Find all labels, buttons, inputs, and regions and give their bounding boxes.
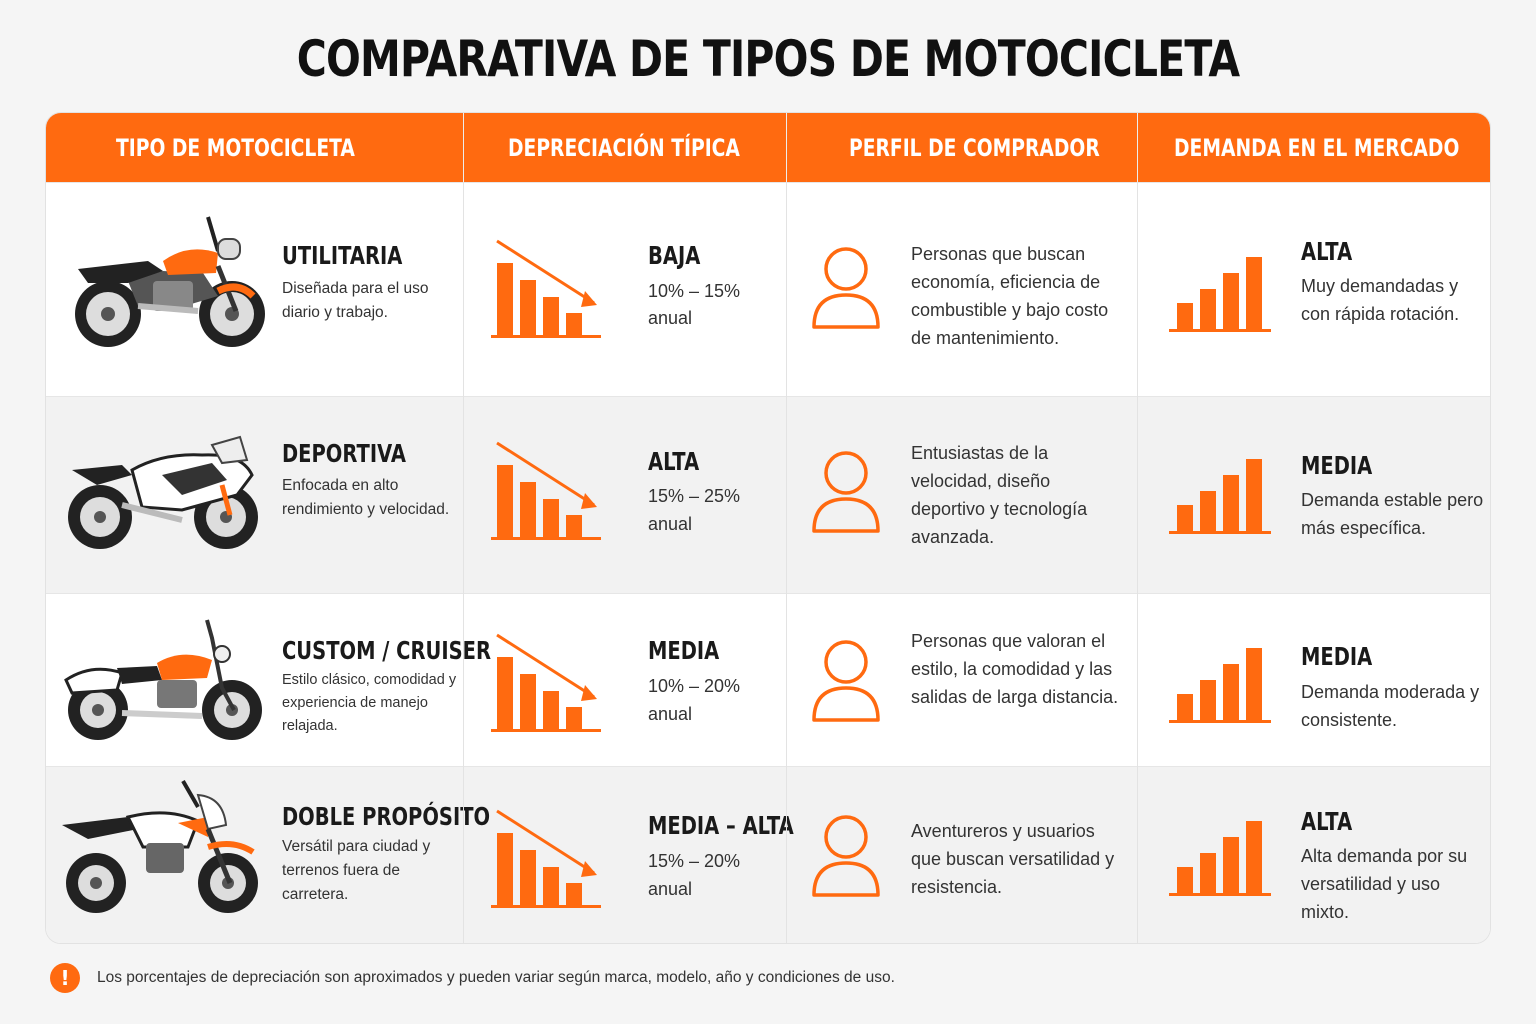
demand-bars-icon: [1169, 257, 1271, 332]
warning-icon: !: [50, 963, 80, 993]
depreciation-range: 10% – 20%: [648, 676, 741, 696]
type-description: Versátil para ciudad y terrenos fuera de…: [282, 838, 431, 903]
depreciation-range: 10% – 15%: [648, 281, 741, 301]
sport-motorcycle-icon: [68, 435, 258, 549]
header-depreciation: DEPRECIACIÓN TÍPICA: [508, 133, 740, 162]
buyer-profile: Aventureros y usuarios que buscan versat…: [911, 821, 1115, 897]
type-name: CUSTOM / CRUISER: [282, 636, 491, 665]
depreciation-chart-icon: [491, 239, 601, 338]
type-name: DOBLE PROPÓSITO: [282, 802, 491, 831]
demand-level: ALTA: [1301, 807, 1353, 836]
depreciation-unit: anual: [648, 704, 693, 724]
demand-description: Demanda moderada y consistente.: [1301, 682, 1480, 730]
page-title: COMPARATIVA DE TIPOS DE MOTOCICLETA: [296, 30, 1240, 88]
type-name: UTILITARIA: [282, 241, 403, 270]
demand-level: MEDIA: [1301, 642, 1373, 671]
buyer-profile: Personas que buscan economía, eficiencia…: [911, 244, 1109, 348]
demand-level: ALTA: [1301, 237, 1353, 266]
dual-sport-motorcycle-icon: [62, 780, 258, 913]
type-name: DEPORTIVA: [282, 439, 406, 468]
demand-bars-icon: [1169, 648, 1271, 723]
depreciation-level: BAJA: [648, 241, 701, 270]
demand-level: MEDIA: [1301, 451, 1373, 480]
depreciation-chart-icon: [491, 809, 601, 908]
header-buyer: PERFIL DE COMPRADOR: [849, 133, 1100, 162]
demand-description: Alta demanda por su versatilidad y uso m…: [1301, 846, 1468, 922]
table-header: TIPO DE MOTOCICLETA DEPRECIACIÓN TÍPICA …: [46, 113, 1490, 182]
depreciation-chart-icon: [491, 441, 601, 540]
type-description: Diseñada para el uso diario y trabajo.: [282, 280, 429, 321]
depreciation-unit: anual: [648, 514, 693, 534]
depreciation-chart-icon: [491, 633, 601, 732]
column-divider: [463, 113, 464, 943]
demand-description: Demanda estable pero más específica.: [1301, 490, 1484, 538]
cruiser-motorcycle-icon: [64, 619, 262, 740]
depreciation-level: MEDIA: [648, 636, 720, 665]
type-description: Enfocada en alto rendimiento y velocidad…: [282, 477, 450, 518]
depreciation-level: ALTA: [648, 447, 700, 476]
table-row: DOBLE PROPÓSITO Versátil para ciudad y t…: [46, 766, 1490, 943]
buyer-profile: Personas que valoran el estilo, la comod…: [911, 631, 1119, 707]
footnote: Los porcentajes de depreciación son apro…: [97, 969, 895, 986]
person-icon: [812, 815, 880, 897]
type-description: Estilo clásico, comodidad y experiencia …: [282, 672, 457, 734]
comparison-table: TIPO DE MOTOCICLETA DEPRECIACIÓN TÍPICA …: [45, 112, 1491, 944]
depreciation-unit: anual: [648, 308, 693, 328]
utility-motorcycle-icon: [75, 216, 265, 347]
person-icon: [812, 640, 880, 722]
demand-bars-icon: [1169, 821, 1271, 896]
person-icon: [812, 451, 880, 533]
demand-description: Muy demandadas y con rápida rotación.: [1301, 276, 1460, 324]
person-icon: [812, 247, 880, 329]
header-divider: [463, 113, 464, 182]
column-divider: [1137, 113, 1138, 943]
table-row: CUSTOM / CRUISER Estilo clásico, comodid…: [46, 593, 1490, 766]
depreciation-level: MEDIA – ALTA: [648, 811, 794, 840]
depreciation-range: 15% – 25%: [648, 486, 741, 506]
depreciation-unit: anual: [648, 879, 693, 899]
header-divider: [1137, 113, 1138, 182]
header-type: TIPO DE MOTOCICLETA: [116, 133, 355, 162]
table-row: UTILITARIA Diseñada para el uso diario y…: [46, 182, 1490, 396]
table-row: DEPORTIVA Enfocada en alto rendimiento y…: [46, 396, 1490, 593]
header-divider: [786, 113, 787, 182]
demand-bars-icon: [1169, 459, 1271, 534]
buyer-profile: Entusiastas de la velocidad, diseño depo…: [911, 443, 1088, 547]
depreciation-range: 15% – 20%: [648, 851, 741, 871]
header-demand: DEMANDA EN EL MERCADO: [1174, 133, 1460, 162]
column-divider: [786, 113, 787, 943]
